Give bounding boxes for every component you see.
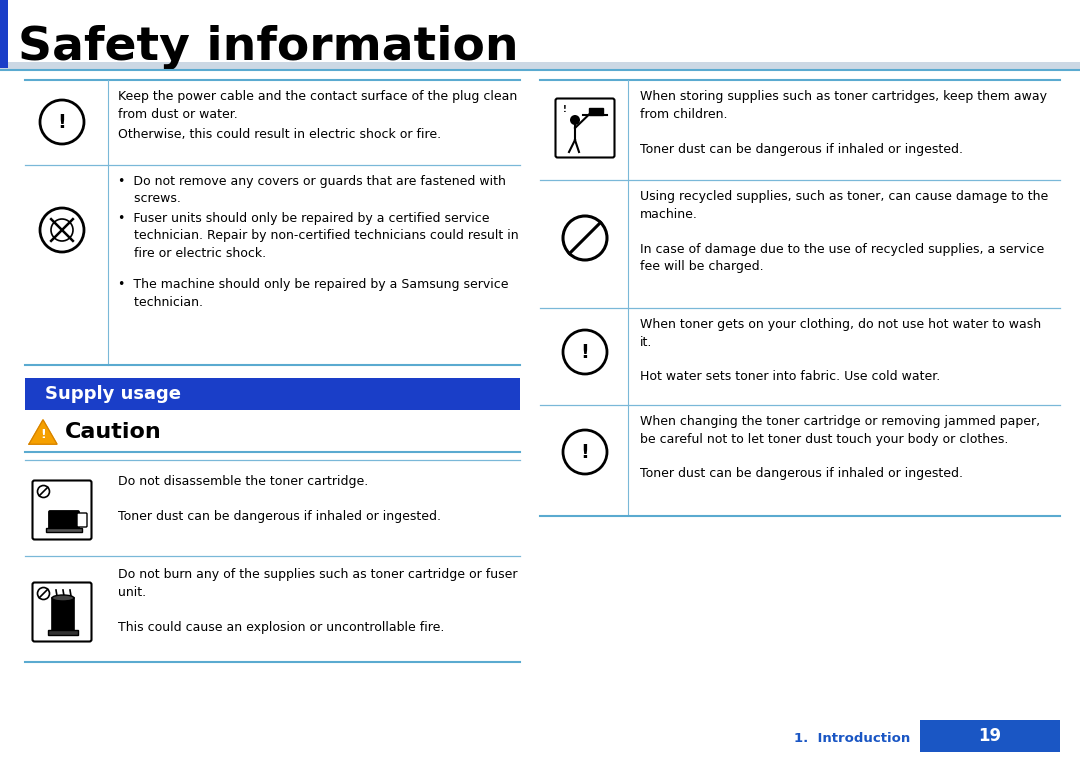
Bar bbox=[920, 720, 1059, 752]
Text: !: ! bbox=[40, 429, 45, 442]
Text: Safety information: Safety information bbox=[18, 25, 518, 70]
Circle shape bbox=[570, 115, 580, 125]
Bar bbox=[25, 378, 519, 410]
Text: •  Fuser units should only be repaired by a certified service
    technician. Re: • Fuser units should only be repaired by… bbox=[118, 212, 518, 260]
Text: Otherwise, this could result in electric shock or fire.: Otherwise, this could result in electric… bbox=[118, 128, 441, 141]
Bar bbox=[46, 528, 82, 532]
Text: Do not disassemble the toner cartridge.

Toner dust can be dangerous if inhaled : Do not disassemble the toner cartridge. … bbox=[118, 475, 441, 523]
Text: When changing the toner cartridge or removing jammed paper,
be careful not to le: When changing the toner cartridge or rem… bbox=[640, 415, 1040, 481]
Bar bbox=[0, 62, 1080, 70]
Text: !: ! bbox=[57, 114, 67, 133]
FancyBboxPatch shape bbox=[555, 98, 615, 157]
Bar bbox=[52, 598, 75, 630]
Text: When toner gets on your clothing, do not use hot water to wash
it.

Hot water se: When toner gets on your clothing, do not… bbox=[640, 318, 1041, 384]
Ellipse shape bbox=[52, 595, 75, 601]
Bar bbox=[0, 0, 8, 68]
Text: 19: 19 bbox=[978, 727, 1001, 745]
Text: Using recycled supplies, such as toner, can cause damage to the
machine.

In cas: Using recycled supplies, such as toner, … bbox=[640, 190, 1049, 273]
Text: •  Do not remove any covers or guards that are fastened with
    screws.: • Do not remove any covers or guards tha… bbox=[118, 175, 505, 205]
Text: •  The machine should only be repaired by a Samsung service
    technician.: • The machine should only be repaired by… bbox=[118, 278, 509, 308]
Text: Do not burn any of the supplies such as toner cartridge or fuser
unit.

This cou: Do not burn any of the supplies such as … bbox=[118, 568, 517, 633]
Text: !: ! bbox=[563, 105, 566, 114]
Polygon shape bbox=[29, 420, 57, 444]
Text: Supply usage: Supply usage bbox=[45, 385, 181, 403]
Text: When storing supplies such as toner cartridges, keep them away
from children.

T: When storing supplies such as toner cart… bbox=[640, 90, 1047, 156]
FancyBboxPatch shape bbox=[77, 513, 87, 527]
Text: !: ! bbox=[581, 343, 590, 362]
Bar bbox=[48, 630, 78, 635]
FancyBboxPatch shape bbox=[49, 511, 79, 529]
Bar bbox=[589, 108, 603, 114]
FancyBboxPatch shape bbox=[32, 481, 92, 539]
Text: !: ! bbox=[581, 443, 590, 462]
FancyBboxPatch shape bbox=[32, 582, 92, 642]
Text: Keep the power cable and the contact surface of the plug clean
from dust or wate: Keep the power cable and the contact sur… bbox=[118, 90, 517, 121]
Text: 1.  Introduction: 1. Introduction bbox=[794, 732, 910, 745]
Text: Caution: Caution bbox=[65, 422, 162, 442]
